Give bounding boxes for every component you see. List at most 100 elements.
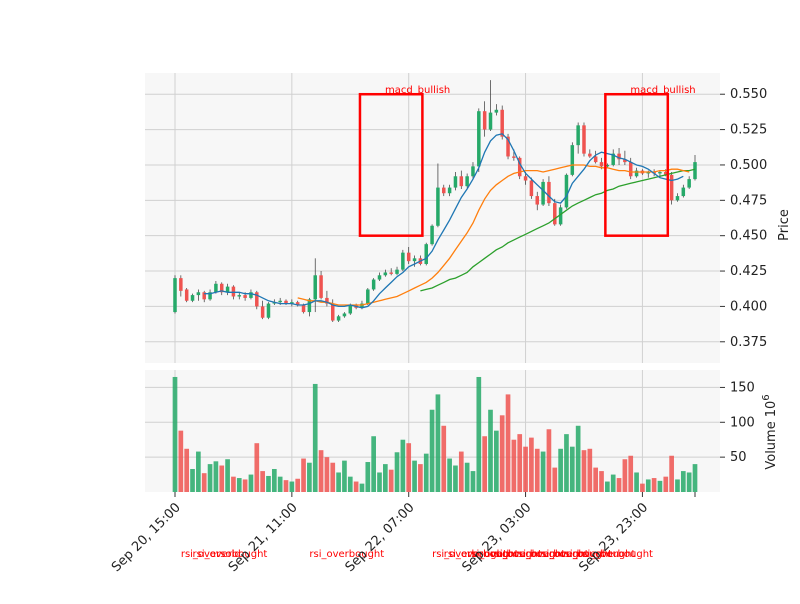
candle-body <box>278 300 282 303</box>
candle-body <box>225 286 230 293</box>
candle-body <box>395 269 399 274</box>
candle-body <box>208 292 212 300</box>
candle-body <box>558 207 563 225</box>
candle-body <box>295 302 300 305</box>
candle-body <box>617 153 621 160</box>
volume-bar <box>225 459 230 492</box>
volume-bar <box>318 450 324 492</box>
candlesticks <box>173 80 697 322</box>
price-axis-label: Price <box>777 209 792 241</box>
volume-bar <box>418 464 423 492</box>
rsi-signal-label: rsi_overbought <box>467 549 542 560</box>
candle-body <box>260 306 265 318</box>
volume-bar <box>552 467 558 492</box>
x-tick-label: Sep 23, 03:00 <box>460 500 535 575</box>
volume-bar <box>523 446 528 492</box>
volume-bar <box>540 451 546 492</box>
volume-bar <box>651 478 657 492</box>
candle-body <box>535 196 539 205</box>
candle-body <box>342 313 347 317</box>
volume-bar <box>423 453 429 492</box>
volume-bar <box>564 434 569 492</box>
volume-bar <box>342 460 347 492</box>
x-tick-label: Sep 20, 15:00 <box>109 500 184 575</box>
candle-body <box>307 299 312 313</box>
volume-bar <box>534 448 540 492</box>
candle-body <box>664 172 668 175</box>
volume-bar <box>196 451 201 492</box>
candle-body <box>331 303 335 321</box>
price-tick-label: 0.375 <box>730 335 767 350</box>
candle-body <box>669 174 674 201</box>
volume-bar <box>190 468 195 492</box>
candle-body <box>529 180 534 197</box>
volume-bar <box>242 479 248 492</box>
volume-bar <box>494 430 499 492</box>
candle-body <box>506 136 510 157</box>
volume-bar <box>301 458 306 492</box>
candle-body <box>184 289 189 301</box>
volume-bar <box>634 472 639 492</box>
ma-short-line <box>204 133 684 309</box>
volume-bar <box>680 471 686 492</box>
volume-tick-label: 50 <box>730 450 747 465</box>
candle-body <box>202 292 206 300</box>
volume-tick-label: 100 <box>730 415 755 430</box>
candle-body <box>430 225 434 245</box>
macd-bullish-box <box>358 92 424 237</box>
candle-body <box>588 153 592 157</box>
candle-body <box>465 176 469 187</box>
candle-body <box>634 170 639 177</box>
candle-body <box>325 297 329 304</box>
volume-bar <box>488 409 493 492</box>
volume-bar <box>289 481 295 492</box>
volume-bar <box>184 448 190 492</box>
candle-body <box>219 283 224 293</box>
volume-bar <box>558 448 563 492</box>
candle-body <box>319 275 323 298</box>
volume-bar <box>383 464 388 492</box>
candle-body <box>243 295 247 298</box>
volume-bar <box>201 473 207 492</box>
candle-body <box>406 252 411 262</box>
candle-body <box>687 179 691 188</box>
candle-body <box>389 272 393 274</box>
volume-bar <box>406 443 412 492</box>
volume-bar <box>453 465 458 492</box>
x-tick-label: Sep 21, 11:00 <box>226 500 301 575</box>
volume-bar <box>388 469 394 492</box>
signal-annotations: macd_bullish macd_bullishrsi_oversoldrsi_… <box>181 85 696 560</box>
volume-bar <box>517 434 523 492</box>
volume-bar <box>692 464 698 492</box>
volume-bar <box>219 465 225 492</box>
volume-bar <box>546 429 552 492</box>
volume-bar <box>231 476 236 492</box>
price-tick-label: 0.550 <box>730 87 767 102</box>
volume-bar <box>645 479 651 492</box>
candle-body <box>693 162 697 180</box>
candle-body <box>623 159 627 163</box>
volume-bar <box>616 478 622 492</box>
candle-body <box>547 181 551 204</box>
candle-body <box>179 278 183 291</box>
volume-bar <box>295 478 301 492</box>
volume-bar <box>365 462 371 492</box>
volume-bar <box>324 457 330 492</box>
volume-bar <box>447 458 452 492</box>
candle-body <box>190 295 195 301</box>
candle-body <box>488 112 493 130</box>
volume-bar <box>435 394 441 492</box>
candle-body <box>482 111 487 130</box>
candle-body <box>611 153 615 165</box>
volume-bar <box>458 451 464 492</box>
volume-bar <box>669 455 674 492</box>
candle-body <box>582 125 586 154</box>
volume-bar <box>593 467 599 492</box>
volume-bar <box>172 376 178 492</box>
volume-bar <box>663 476 669 492</box>
volume-bar <box>470 471 476 492</box>
candle-body <box>272 302 277 304</box>
volume-bar <box>312 383 318 492</box>
volume-bar <box>371 436 376 492</box>
volume-bar <box>254 443 260 492</box>
